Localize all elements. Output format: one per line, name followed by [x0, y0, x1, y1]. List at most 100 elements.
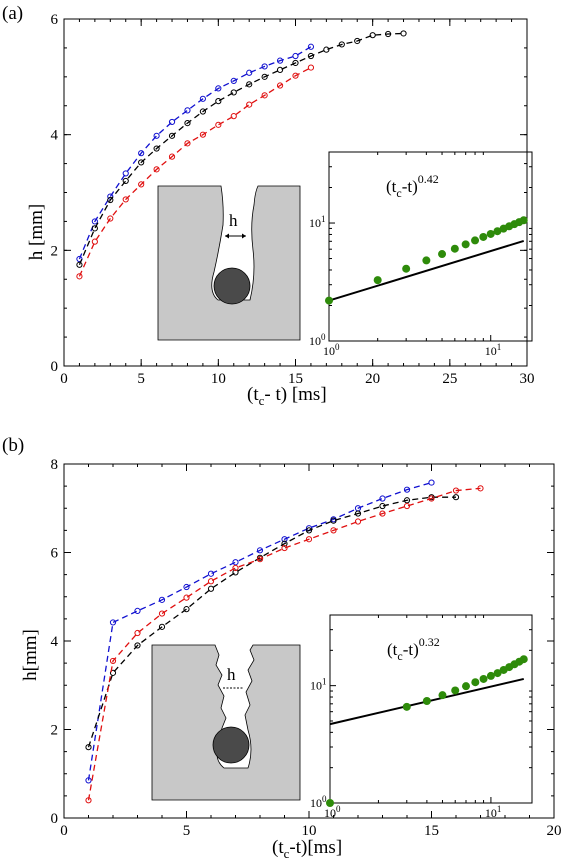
- inset-y-tick-exp: 1: [321, 214, 326, 224]
- series-2-point: [256, 556, 264, 563]
- panel-b-sketch-body: [151, 644, 301, 801]
- y-tick-label: 8: [51, 457, 59, 473]
- series-0-point: [403, 486, 411, 493]
- series-1-point: [85, 744, 92, 751]
- y-tick-label: 6: [51, 546, 59, 562]
- inset-data-point: [479, 674, 488, 683]
- series-0-point: [184, 107, 191, 114]
- panel-b-ylabel: h[mm]: [20, 629, 41, 681]
- series-0-point: [183, 583, 190, 591]
- x-tick-label: 5: [137, 371, 145, 387]
- series-1-point: [199, 108, 206, 115]
- inset-data-point: [486, 671, 495, 680]
- series-2-point: [85, 797, 92, 804]
- series-0-point: [138, 150, 145, 157]
- series-1-point: [107, 196, 114, 204]
- x-tick-label: 15: [288, 371, 303, 387]
- inset-data-point: [461, 240, 470, 249]
- series-2-point: [261, 92, 268, 99]
- inset-annotation-sub: c: [396, 186, 401, 200]
- series-1-point: [153, 145, 160, 152]
- series-0-point: [215, 85, 222, 92]
- series-2-point: [305, 536, 313, 543]
- series-2-point: [134, 629, 141, 637]
- inset-data-point: [519, 655, 528, 664]
- inset-x-tick-label: 100: [323, 342, 340, 358]
- inset-data-point: [486, 229, 495, 238]
- series-0-point: [109, 619, 117, 626]
- series-1-point: [261, 73, 268, 80]
- inset-x-tick-exp: 1: [497, 804, 502, 814]
- inset-frame: [328, 151, 533, 342]
- series-1-point: [403, 497, 411, 504]
- inset-data-point: [422, 696, 431, 705]
- panel-a-ylabel: h [mm]: [26, 204, 47, 260]
- series-1-point: [184, 120, 191, 127]
- series-line-1: [78, 32, 404, 266]
- inset-data-point: [471, 678, 480, 687]
- x-tick-label: 15: [424, 823, 439, 839]
- inset-y-tick-label: 101: [310, 677, 327, 693]
- series-1-point: [379, 502, 386, 510]
- series-2-point: [158, 610, 166, 617]
- y-tick-label: 4: [51, 634, 59, 650]
- panel-b-sketch-ball: [212, 726, 250, 764]
- y-tick-label: 0: [51, 811, 59, 827]
- series-0-point: [230, 77, 237, 84]
- series-0-point: [85, 777, 92, 784]
- series-0-point: [134, 607, 141, 615]
- inset-data-point: [402, 702, 411, 711]
- x-tick-label: 20: [547, 823, 562, 839]
- inset-data-point: [493, 227, 502, 236]
- series-2-point: [109, 657, 117, 665]
- series-1-point: [276, 66, 284, 73]
- series-2-point: [307, 64, 315, 71]
- series-1-point: [91, 225, 98, 232]
- series-2-point: [122, 196, 129, 203]
- series-0-point: [246, 69, 253, 76]
- series-1-point: [305, 527, 313, 534]
- series-2-point: [230, 113, 237, 120]
- plot-frame: [63, 463, 555, 819]
- series-2-point: [452, 487, 460, 494]
- series-1-point: [292, 59, 299, 67]
- series-1-point: [158, 623, 166, 630]
- inset-data-point: [422, 256, 431, 265]
- inset-x-tick-label: 101: [485, 342, 502, 358]
- series-1-point: [338, 41, 345, 48]
- inset-y-tick-exp: 0: [322, 794, 327, 804]
- y-tick-label: 0: [51, 359, 59, 375]
- series-2-point: [403, 502, 411, 510]
- inset-data-point: [326, 799, 334, 807]
- series-1-point: [215, 98, 222, 105]
- series-1-point: [307, 52, 315, 60]
- x-tick-label: 25: [442, 371, 457, 387]
- inset-annotation: (tc-t)0.42: [386, 172, 439, 200]
- panel-a-sketch: h: [157, 185, 301, 341]
- series-1-point: [452, 494, 460, 501]
- series-1-point: [330, 517, 337, 524]
- series-2-point: [379, 510, 386, 517]
- inset-data-point: [479, 232, 488, 241]
- panel-b-xlabel: (tc-t)[ms]: [272, 837, 342, 858]
- series-line-0: [87, 481, 432, 781]
- inset-data-point: [461, 682, 470, 691]
- series-1-point: [246, 81, 253, 88]
- series-0-point: [281, 536, 288, 543]
- series-0-point: [292, 52, 299, 60]
- series-1-point: [281, 540, 288, 547]
- panel-a-sketch-h-label: h: [229, 211, 238, 230]
- y-tick-label: 4: [51, 128, 59, 144]
- series-2-point: [477, 485, 484, 492]
- inset-y-tick-exp: 1: [322, 677, 327, 687]
- series-0-point: [428, 479, 435, 486]
- y-tick-label: 2: [51, 723, 59, 739]
- x-tick-label: 10: [302, 823, 317, 839]
- inset-frame: [329, 614, 533, 804]
- series-1-point: [134, 642, 141, 649]
- series-0-point: [256, 547, 264, 554]
- series-line-0: [78, 46, 312, 260]
